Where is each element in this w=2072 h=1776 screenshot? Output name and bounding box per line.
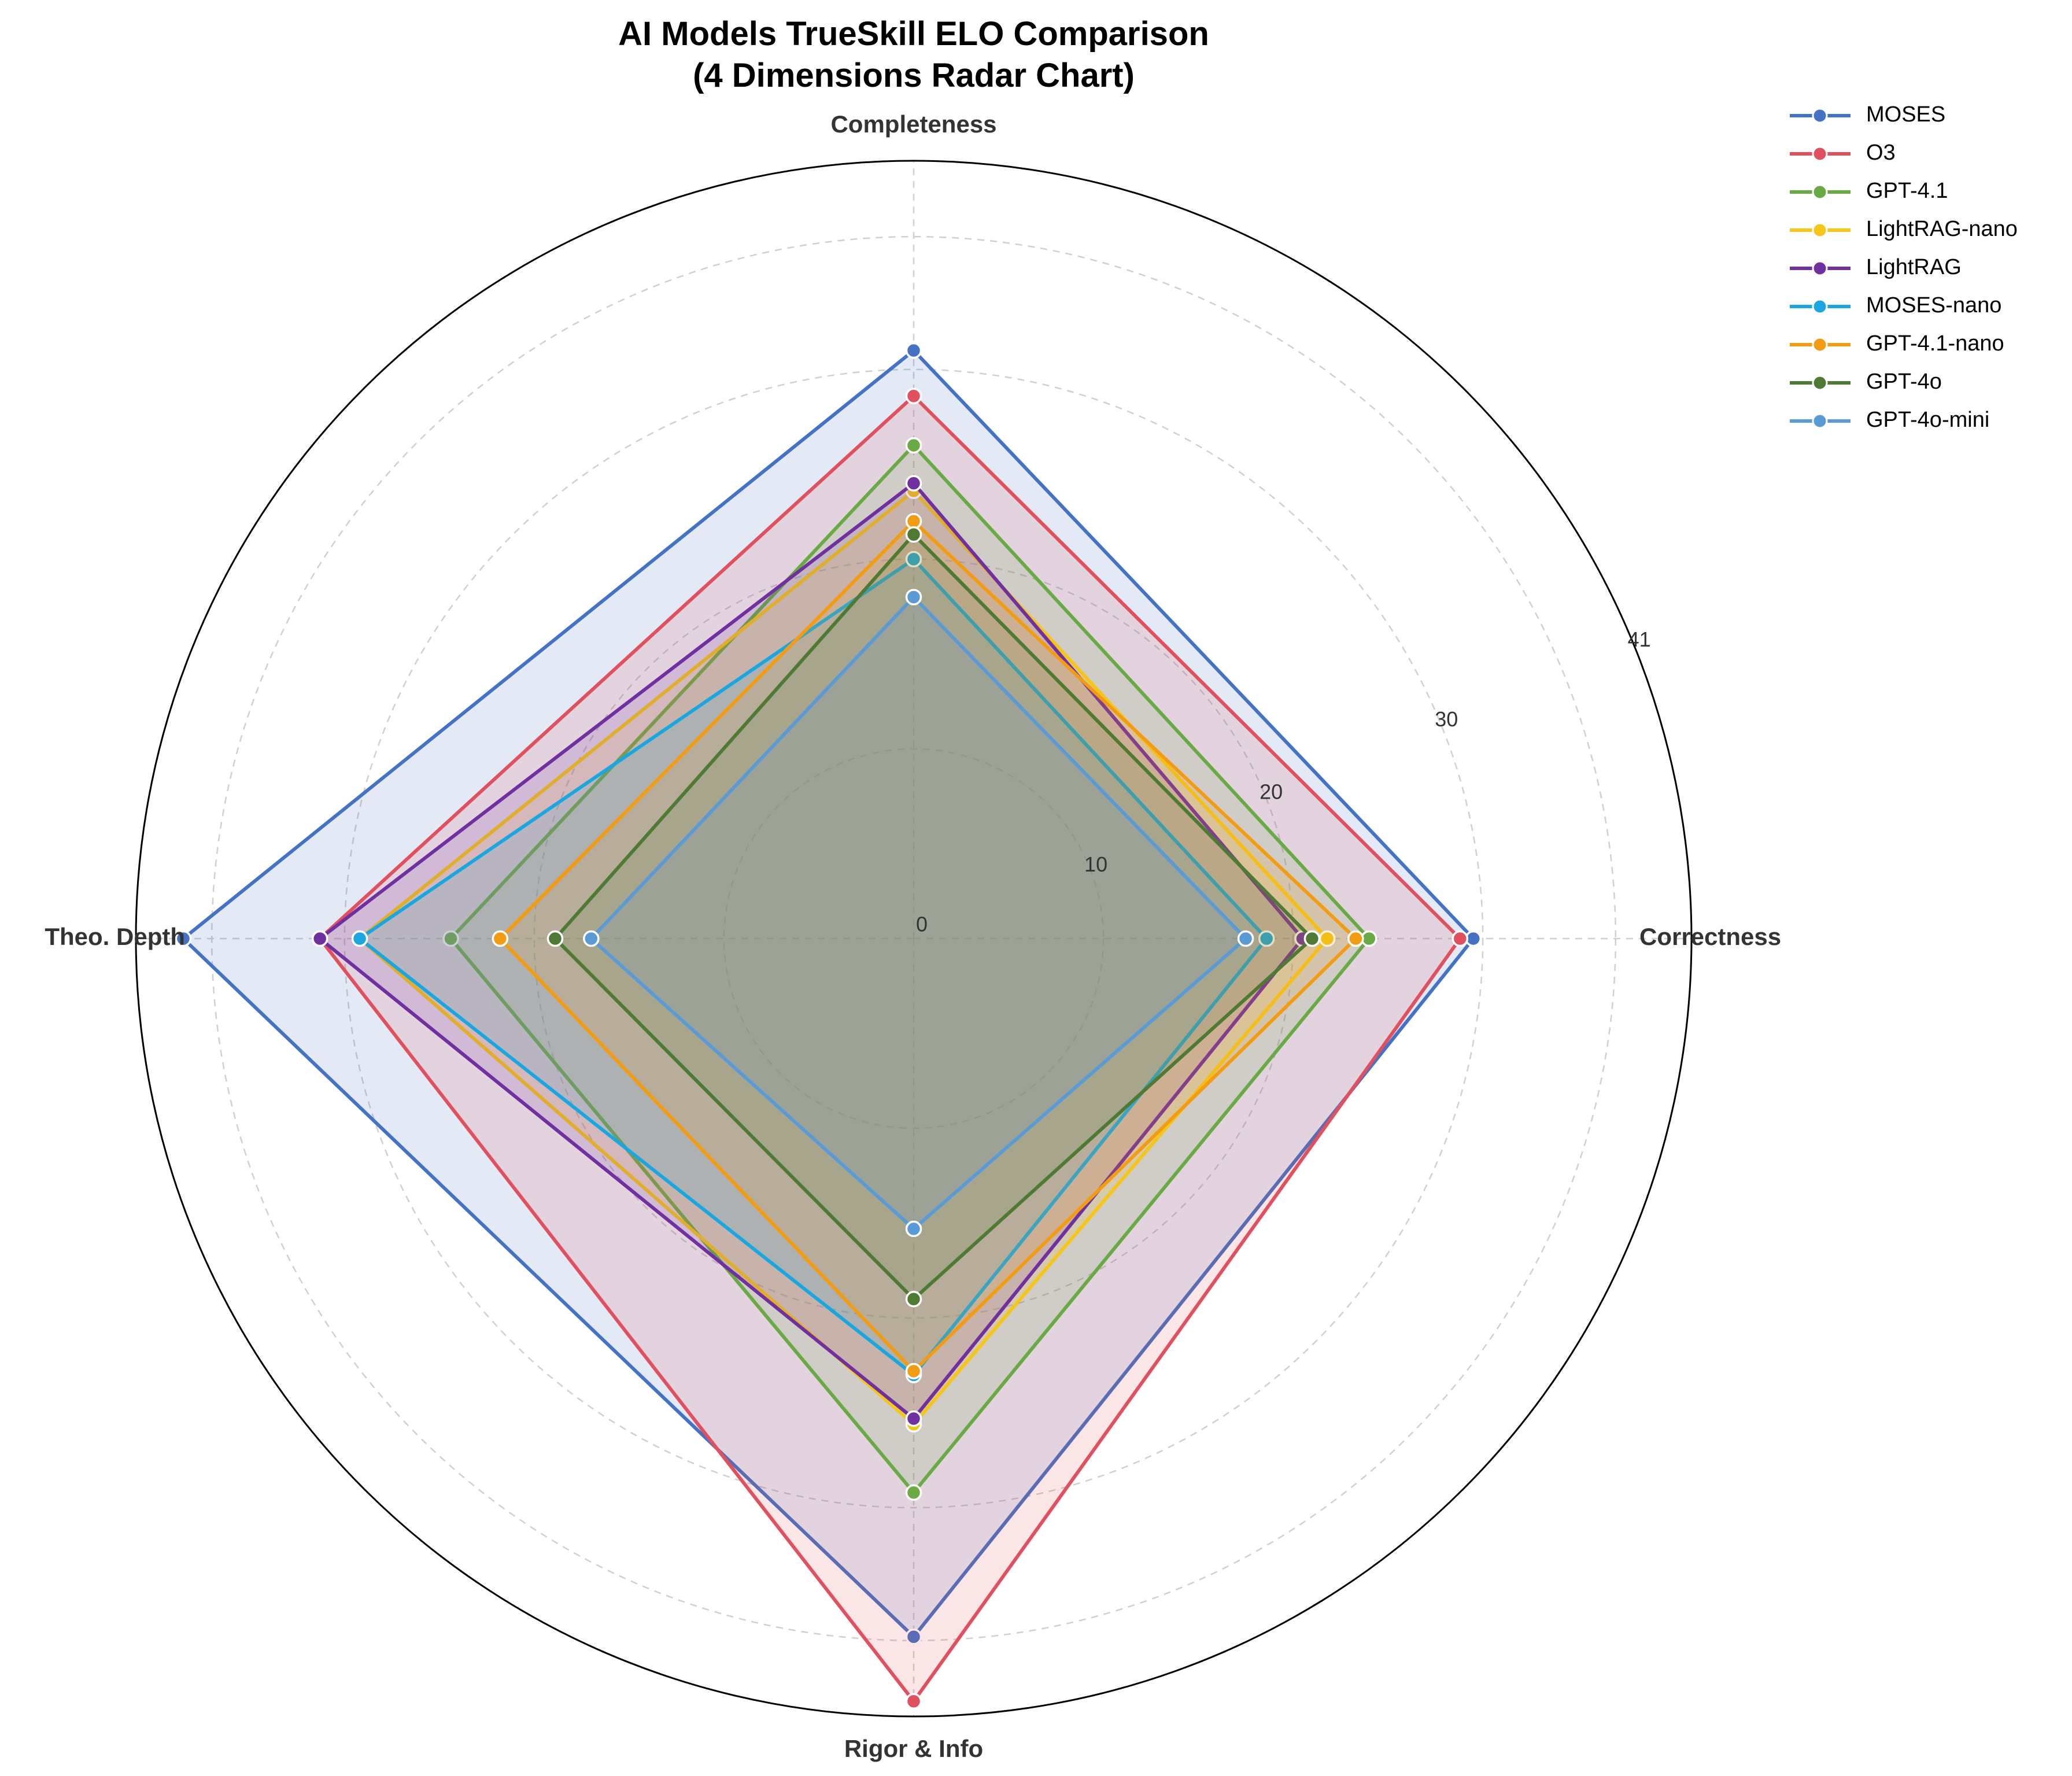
polar-frame bbox=[135, 160, 1693, 1718]
series-moses bbox=[175, 342, 1482, 1645]
data-point-o3-0 bbox=[1451, 930, 1469, 947]
chart-title: AI Models TrueSkill ELO Comparison bbox=[618, 15, 1209, 53]
series-fill-moses-nano bbox=[360, 559, 1267, 1375]
r-tick-label-3: 30 bbox=[1435, 707, 1458, 731]
legend: MOSES O3 GPT-4.1 LightRAG-nano LightRAG MOSES… bbox=[1790, 102, 2018, 432]
data-point-gpt-4o-3 bbox=[905, 1291, 922, 1308]
r-tick-label-4: 41 bbox=[1628, 627, 1651, 651]
data-point-lightrag-2 bbox=[311, 930, 328, 947]
axis-label-1: Completeness bbox=[830, 110, 996, 138]
data-point-moses-2 bbox=[175, 930, 192, 947]
legend-label-gpt-4-1-nano: GPT-4.1-nano bbox=[1866, 331, 2004, 356]
chart-subtitle: (4 Dimensions Radar Chart) bbox=[693, 57, 1135, 94]
legend-label-gpt-4o: GPT-4o bbox=[1866, 370, 1942, 394]
legend-label-o3: O3 bbox=[1866, 141, 1896, 165]
data-point-moses-nano-2 bbox=[351, 930, 368, 947]
radar-grid bbox=[135, 160, 1693, 1718]
legend-marker-moses bbox=[1812, 108, 1828, 124]
r-tick-label-0: 0 bbox=[916, 913, 928, 936]
series-gpt-4-1-nano bbox=[492, 513, 1364, 1380]
data-point-o3-3 bbox=[905, 1693, 922, 1710]
data-point-gpt-4o-mini-1 bbox=[905, 589, 922, 605]
data-point-moses-nano-1 bbox=[905, 551, 922, 568]
legend-marker-gpt-4-1-nano bbox=[1812, 337, 1828, 353]
legend-label-lightrag: LightRAG bbox=[1866, 255, 1962, 279]
data-point-gpt-4o-mini-2 bbox=[583, 930, 600, 947]
data-point-moses-nano-0 bbox=[1258, 930, 1275, 947]
axis-label-3: Rigor & Info bbox=[844, 1735, 983, 1762]
series-fill-gpt-4-1-nano bbox=[500, 521, 1356, 1371]
data-point-gpt-4-1-nano-3 bbox=[905, 1363, 922, 1380]
legend-marker-gpt-4o bbox=[1812, 375, 1828, 391]
series-fill-moses bbox=[183, 350, 1473, 1637]
legend-marker-gpt-4o-mini bbox=[1812, 413, 1828, 429]
axis-label-0: Correctness bbox=[1639, 923, 1781, 950]
legend-marker-lightrag-nano bbox=[1812, 222, 1828, 238]
data-point-gpt-4-1-1 bbox=[905, 437, 922, 454]
axis-label-2: Theo. Depth bbox=[45, 923, 185, 950]
data-point-moses-1 bbox=[905, 342, 922, 359]
data-point-gpt-4o-mini-0 bbox=[1237, 930, 1254, 947]
series-lightrag bbox=[311, 475, 1311, 1427]
legend-label-gpt-4-1: GPT-4.1 bbox=[1866, 179, 1948, 203]
data-point-gpt-4-1-2 bbox=[442, 930, 459, 947]
series-gpt-4o-mini bbox=[583, 589, 1254, 1238]
data-point-lightrag-3 bbox=[905, 1410, 922, 1427]
data-point-gpt-4o-0 bbox=[1303, 930, 1321, 947]
series-fill-lightrag bbox=[320, 483, 1303, 1419]
radar-series bbox=[175, 342, 1482, 1710]
legend-marker-o3 bbox=[1812, 146, 1828, 162]
data-point-gpt-4o-mini-3 bbox=[905, 1220, 922, 1238]
data-point-gpt-4o-1 bbox=[905, 526, 922, 543]
series-fill-lightrag-nano bbox=[360, 490, 1328, 1424]
data-point-o3-1 bbox=[905, 387, 922, 405]
data-point-gpt-4-1-nano-2 bbox=[492, 930, 509, 947]
legend-label-gpt-4o-mini: GPT-4o-mini bbox=[1866, 408, 1989, 432]
series-fill-o3 bbox=[320, 396, 1460, 1701]
data-point-gpt-4o-2 bbox=[546, 930, 564, 947]
series-fill-gpt-4-1 bbox=[450, 445, 1369, 1493]
series-fill-gpt-4o-mini bbox=[591, 597, 1246, 1229]
data-point-gpt-4-1-3 bbox=[905, 1484, 922, 1501]
series-gpt-4o bbox=[546, 526, 1321, 1308]
legend-marker-gpt-4-1 bbox=[1812, 184, 1828, 200]
legend-label-moses-nano: MOSES-nano bbox=[1866, 293, 2001, 317]
legend-label-moses: MOSES bbox=[1866, 102, 1945, 127]
grid-ring-0 bbox=[723, 748, 1105, 1129]
legend-marker-lightrag bbox=[1812, 260, 1828, 276]
legend-label-lightrag-nano: LightRAG-nano bbox=[1866, 217, 2018, 241]
radar-labels: Correctness Completeness Theo. Depth Rigor … bbox=[45, 110, 1781, 1762]
r-tick-label-1: 10 bbox=[1084, 852, 1107, 876]
r-tick-label-2: 20 bbox=[1260, 780, 1283, 803]
data-point-moses-3 bbox=[905, 1628, 922, 1645]
data-point-lightrag-1 bbox=[905, 475, 922, 492]
data-point-gpt-4-1-nano-0 bbox=[1347, 930, 1364, 947]
legend-marker-moses-nano bbox=[1812, 298, 1828, 315]
grid-ring-2 bbox=[344, 368, 1484, 1509]
